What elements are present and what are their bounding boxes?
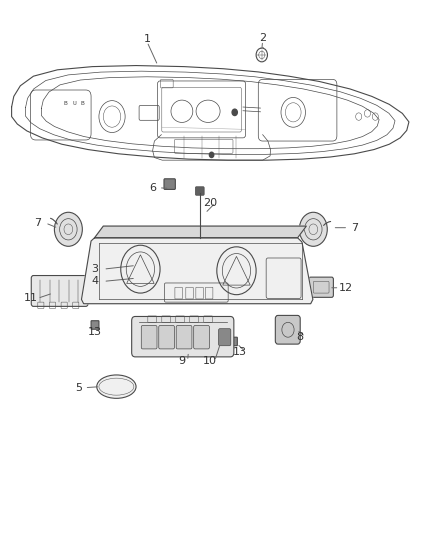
Text: 20: 20 xyxy=(203,198,217,208)
Text: B: B xyxy=(64,101,67,106)
Text: 13: 13 xyxy=(233,346,247,357)
Polygon shape xyxy=(95,226,306,238)
Circle shape xyxy=(299,212,327,246)
FancyBboxPatch shape xyxy=(91,321,99,329)
Text: 2: 2 xyxy=(259,33,266,43)
Text: 10: 10 xyxy=(202,356,216,366)
Text: 8: 8 xyxy=(296,332,304,342)
FancyBboxPatch shape xyxy=(31,276,88,306)
FancyBboxPatch shape xyxy=(309,277,333,297)
FancyBboxPatch shape xyxy=(141,326,157,349)
Text: 13: 13 xyxy=(88,327,102,337)
Circle shape xyxy=(209,152,214,158)
Text: U: U xyxy=(72,101,76,106)
FancyBboxPatch shape xyxy=(219,329,231,346)
Text: 7: 7 xyxy=(351,223,358,233)
FancyBboxPatch shape xyxy=(176,326,192,349)
Text: 11: 11 xyxy=(23,293,37,303)
Text: 1: 1 xyxy=(144,34,151,44)
FancyBboxPatch shape xyxy=(159,326,174,349)
Text: 6: 6 xyxy=(149,183,156,193)
Text: 7: 7 xyxy=(34,218,41,228)
Circle shape xyxy=(232,109,237,116)
Ellipse shape xyxy=(97,375,136,398)
Text: 3: 3 xyxy=(91,264,98,274)
FancyBboxPatch shape xyxy=(276,316,300,344)
Text: B: B xyxy=(81,101,85,106)
Polygon shape xyxy=(81,238,313,304)
Circle shape xyxy=(54,212,82,246)
Text: 5: 5 xyxy=(75,383,82,393)
Text: 4: 4 xyxy=(91,277,98,286)
FancyBboxPatch shape xyxy=(132,317,234,357)
FancyBboxPatch shape xyxy=(164,179,175,189)
Text: 9: 9 xyxy=(178,356,185,366)
Text: 12: 12 xyxy=(339,283,353,293)
FancyBboxPatch shape xyxy=(194,326,209,349)
FancyBboxPatch shape xyxy=(195,187,204,195)
Ellipse shape xyxy=(188,237,212,247)
FancyBboxPatch shape xyxy=(230,337,237,346)
